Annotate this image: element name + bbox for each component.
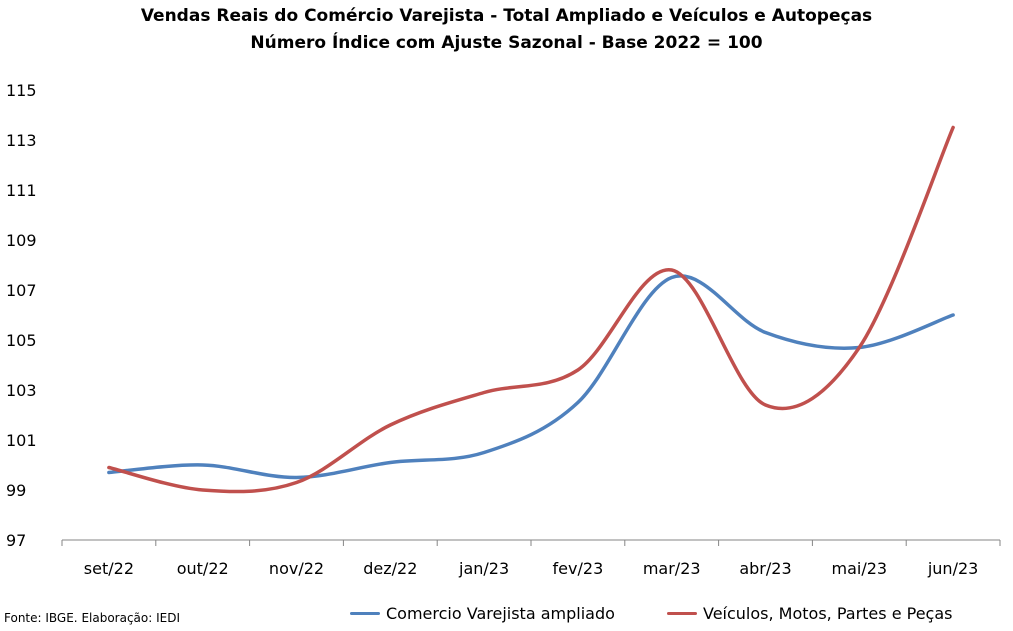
y-tick-label: 105 [6,331,37,350]
y-tick-label: 111 [6,181,37,200]
y-tick-label: 115 [6,81,37,100]
x-tick-label: jan/23 [458,559,509,578]
data-point-veiculos [576,368,580,372]
legend-swatch-comercio [350,612,380,615]
x-tick-label: mai/23 [832,559,888,578]
data-point-comercio [576,401,580,404]
data-point-veiculos [201,488,205,492]
data-point-comercio [764,331,767,334]
data-point-comercio [951,313,955,317]
x-tick-label: abr/23 [739,559,791,578]
chart-title: Vendas Reais do Comércio Varejista - Tot… [140,6,873,26]
y-tick-label: 103 [6,381,37,400]
legend-label-comercio: Comercio Varejista ampliado [386,604,615,623]
data-point-comercio [388,461,392,464]
legend-item-comercio: Comercio Varejista ampliado [350,604,615,623]
y-tick-label: 109 [6,231,37,250]
series-line-comercio [107,274,955,480]
y-tick-label: 113 [6,131,37,150]
x-tick-label: out/22 [177,559,229,578]
x-tick-label: jun/23 [927,559,978,578]
legend-item-veiculos: Veículos, Motos, Partes e Peças [667,604,952,623]
y-tick-label: 101 [6,431,37,450]
legend-swatch-veiculos [667,612,697,615]
data-point-veiculos [482,391,486,394]
x-tick-label: dez/22 [363,559,417,578]
y-tick-label: 99 [6,481,26,500]
data-point-veiculos [857,346,861,349]
legend-label-veiculos: Veículos, Motos, Partes e Peças [703,604,953,623]
data-point-veiculos [670,268,674,272]
y-tick-label: 107 [6,281,37,300]
x-tick-label: mar/23 [643,559,701,578]
data-point-veiculos [295,481,298,484]
data-point-veiculos [388,423,392,427]
y-tick-label: 97 [6,531,26,550]
source-note: Fonte: IBGE. Elaboração: IEDI [4,611,181,625]
data-point-comercio [295,476,298,479]
chart-subtitle: Número Índice com Ajuste Sazonal - Base … [250,33,763,53]
x-tick-label: set/22 [84,559,134,578]
data-point-veiculos [951,126,955,129]
data-point-veiculos [107,466,111,469]
data-point-comercio [482,451,486,454]
data-point-veiculos [764,403,767,407]
x-tick-label: fev/23 [553,559,604,578]
data-point-comercio [670,276,674,279]
x-tick-label: nov/22 [269,559,324,578]
series-line-veiculos [107,125,955,494]
data-point-comercio [107,471,111,474]
data-point-comercio [201,463,205,467]
